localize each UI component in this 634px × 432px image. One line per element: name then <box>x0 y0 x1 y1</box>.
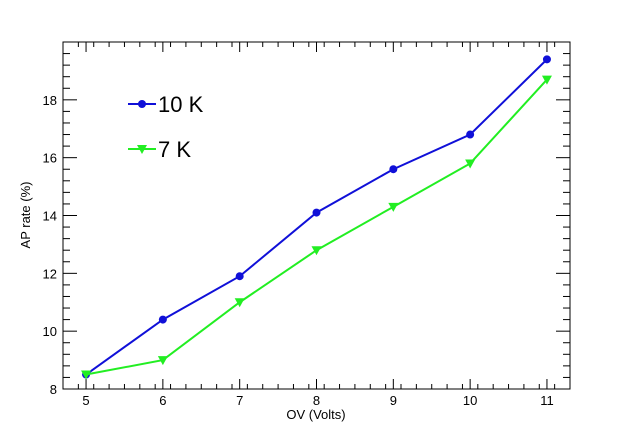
y-tick-label: 12 <box>43 266 57 281</box>
data-point <box>235 272 244 281</box>
data-point <box>157 356 168 366</box>
y-tick-label: 8 <box>50 382 57 397</box>
x-tick-label: 6 <box>159 393 166 408</box>
data-series <box>81 55 552 380</box>
x-tick-label: 5 <box>82 393 89 408</box>
data-point <box>312 208 321 217</box>
y-axis-label: AP rate (%) <box>18 182 33 249</box>
data-point <box>81 370 92 380</box>
data-point <box>542 55 551 64</box>
data-point <box>311 246 322 256</box>
legend-label: 10 K <box>158 92 204 117</box>
series-line <box>85 78 548 376</box>
data-point <box>541 75 552 85</box>
data-point <box>158 315 167 324</box>
series-line <box>85 58 548 376</box>
data-point <box>465 159 476 169</box>
axis-ticks: 5 6 7 8 9 10 11 8 10 12 14 16 18 <box>43 42 571 408</box>
data-point <box>388 202 399 212</box>
x-tick-label: 11 <box>540 393 554 408</box>
y-tick-label: 16 <box>43 151 57 166</box>
y-tick-label: 14 <box>43 209 57 224</box>
x-tick-label: 9 <box>390 393 397 408</box>
x-tick-label: 8 <box>313 393 320 408</box>
legend-marker <box>138 100 146 108</box>
data-point <box>234 298 245 308</box>
data-point <box>389 165 398 174</box>
y-tick-label: 10 <box>43 324 57 339</box>
legend-marker <box>137 145 147 154</box>
data-point <box>466 130 475 139</box>
x-tick-label: 10 <box>463 393 477 408</box>
x-axis-label: OV (Volts) <box>286 407 345 422</box>
y-tick-label: 18 <box>43 93 57 108</box>
x-tick-label: 7 <box>236 393 243 408</box>
series-b <box>81 75 552 380</box>
legend-label: 7 K <box>158 137 191 162</box>
series-a <box>82 55 551 379</box>
legend: 10 K 7 K <box>128 92 204 162</box>
